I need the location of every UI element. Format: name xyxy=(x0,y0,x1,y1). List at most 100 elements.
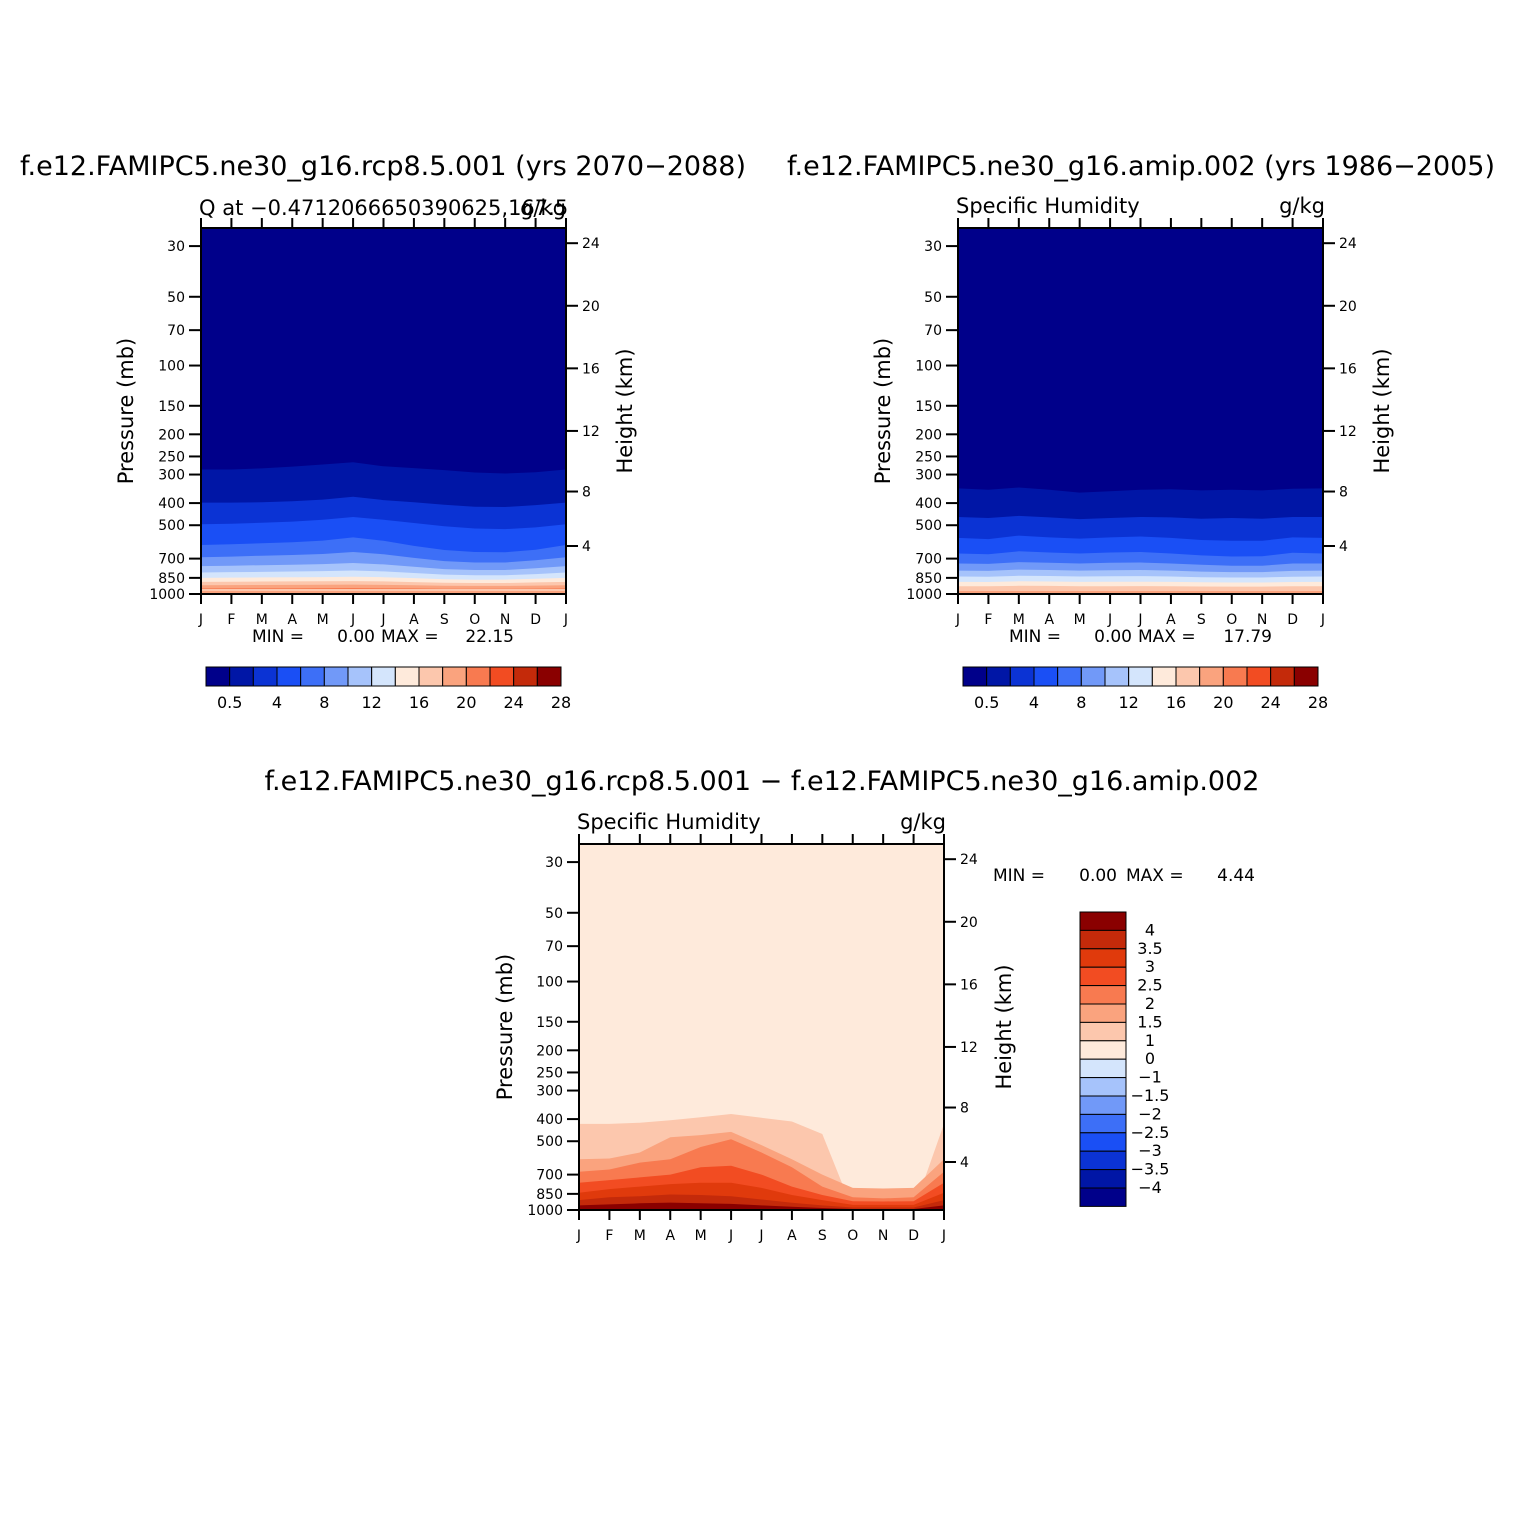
panel-2-pressure-tick-label: 850 xyxy=(915,571,942,587)
panel-3-height-axis-label: Height (km) xyxy=(992,964,1016,1089)
panel-3-max-label: MAX = xyxy=(1126,866,1184,886)
panel-3-month-label: O xyxy=(847,1228,858,1244)
panel-1-pressure-axis-label: Pressure (mb) xyxy=(114,338,138,485)
panel-3-pressure-tick-label: 70 xyxy=(545,939,563,955)
panel-2-pressure-tick-label: 400 xyxy=(915,496,942,512)
panel-1-height-axis-label: Height (km) xyxy=(613,348,637,473)
panel-2-colorbar-label: 0.5 xyxy=(974,693,999,712)
panel-2-surface-band xyxy=(958,591,1323,593)
panel-3-month-label: F xyxy=(605,1228,613,1244)
panel-3-pressure-tick-label: 100 xyxy=(536,975,563,991)
panel-1-month-label: N xyxy=(500,612,510,628)
panel-2-month-label: F xyxy=(984,612,992,628)
panel-2-pressure-tick-label: 300 xyxy=(915,468,942,484)
panel-1-height-tick-label: 20 xyxy=(582,299,600,315)
panel-1-colorbar-box xyxy=(323,666,349,687)
panel-3-height-tick-label: 8 xyxy=(960,1101,969,1117)
panel-3-colorbar-label: −1.5 xyxy=(1131,1086,1170,1105)
panel-1-month-label: M xyxy=(256,612,268,628)
panel-3-units: g/kg xyxy=(900,810,946,834)
panel-2-colorbar-label: 24 xyxy=(1260,693,1280,712)
panel-2-pressure-tick-label: 700 xyxy=(915,552,942,568)
panel-3-pressure-tick-label: 300 xyxy=(536,1084,563,1100)
panel-3-pressure-tick-label: 200 xyxy=(536,1043,563,1059)
panel-3-colorbar-label: 1.5 xyxy=(1137,1012,1162,1031)
panel-3-colorbar-label: 1 xyxy=(1145,1031,1155,1050)
panel-2-colorbar-box xyxy=(1293,666,1319,687)
panel-3-month-label: J xyxy=(576,1228,581,1244)
panel-1-colorbar: 0.5 4 8 12 16 20 24 28 xyxy=(205,666,571,712)
panel-1-min-value: 0.00 xyxy=(337,627,375,647)
panel-2-colorbar-box xyxy=(1104,666,1130,687)
panel-3-pressure-tick-label: 500 xyxy=(536,1134,563,1150)
panel-3-colorbar-box xyxy=(1079,1132,1127,1152)
panel-3-colorbar-box xyxy=(1079,1113,1127,1134)
panel-1-month-label: M xyxy=(317,612,329,628)
panel-2-month-label: J xyxy=(1137,612,1142,628)
panel-2-month-label: A xyxy=(1166,612,1176,628)
panel-2-pressure-tick-label: 30 xyxy=(924,239,942,255)
panel-1-colorbar-box xyxy=(394,666,420,687)
panel-3-left-subtitle: Specific Humidity xyxy=(577,810,761,834)
panel-3-colorbar-label: 2.5 xyxy=(1137,976,1162,995)
panel-1-colorbar-label: 28 xyxy=(551,693,571,712)
panel-3-colorbar-box xyxy=(1079,1150,1127,1171)
panel-3-month-label: J xyxy=(941,1228,946,1244)
panel-3-colorbar-box xyxy=(1079,1169,1127,1189)
panel-1-month-label: J xyxy=(563,612,568,628)
panel-2-colorbar-box xyxy=(986,666,1011,687)
panel-1-colorbar-box xyxy=(347,666,373,687)
panel-1-colorbar-box xyxy=(465,666,491,687)
panel-3-height-tick-label: 4 xyxy=(960,1155,969,1171)
panel-1-height-tick-label: 8 xyxy=(582,485,591,501)
panel-1-colorbar-box xyxy=(442,666,467,687)
panel-2-month-label: J xyxy=(1107,612,1112,628)
panel-3-colorbar-label: −2 xyxy=(1138,1104,1162,1123)
panel-2-pressure-tick-label: 500 xyxy=(915,518,942,534)
panel-2-colorbar-box xyxy=(1246,666,1272,687)
panel-3-month-label: M xyxy=(634,1228,646,1244)
panel-3-colorbar-label: −3 xyxy=(1138,1141,1162,1160)
panel-2-plot-area xyxy=(958,228,1323,594)
panel-3-pressure-tick-label: 700 xyxy=(536,1168,563,1184)
panel-3-pressure-tick-label: 30 xyxy=(545,855,563,871)
panel-1-min-label: MIN = xyxy=(252,627,304,647)
panel-2-colorbar-box xyxy=(1080,666,1106,687)
panel-3-colorbar-label: −1 xyxy=(1138,1068,1162,1087)
panel-1-colorbar-box xyxy=(371,666,396,687)
panel-3-pressure-tick-label: 150 xyxy=(536,1015,563,1031)
panel-2-left-subtitle: Specific Humidity xyxy=(956,194,1140,218)
panel-3-colorbar-box xyxy=(1079,985,1127,1005)
panel-3-plot-area xyxy=(579,844,944,1210)
panel-1-colorbar-label: 0.5 xyxy=(217,693,242,712)
panel-2-pressure-tick-label: 250 xyxy=(915,449,942,465)
panel-1-month-label: D xyxy=(530,612,541,628)
panel-3-max-value: 4.44 xyxy=(1217,866,1255,886)
panel-1-surface-band xyxy=(201,591,566,593)
panel-1-month-label: O xyxy=(469,612,480,628)
panel-2-colorbar-box xyxy=(962,666,988,687)
panel-2: f.e12.FAMIPC5.ne30_g16.amip.002 (yrs 198… xyxy=(787,151,1495,712)
panel-3-colorbar-label: 0 xyxy=(1145,1049,1155,1068)
panel-3-month-label: S xyxy=(818,1228,827,1244)
panel-1-colorbar-box xyxy=(276,666,302,687)
panel-1-pressure-tick-label: 50 xyxy=(167,290,185,306)
panel-3-colorbar-label: 3 xyxy=(1145,957,1155,976)
panel-2-month-label: M xyxy=(1013,612,1025,628)
panel-2-min-value: 0.00 xyxy=(1094,627,1132,647)
panel-2-height-tick-label: 20 xyxy=(1339,299,1357,315)
panel-1-colorbar-box xyxy=(418,666,444,687)
panel-2-month-label: A xyxy=(1044,612,1054,628)
panel-3-colorbar-label: 4 xyxy=(1145,920,1155,939)
panel-3-pressure-tick-label: 400 xyxy=(536,1112,563,1128)
panel-3-month-label: D xyxy=(908,1228,919,1244)
panel-2-pressure-tick-label: 200 xyxy=(915,427,942,443)
panel-2-pressure-tick-label: 150 xyxy=(915,399,942,415)
panel-2-colorbar-box xyxy=(1033,666,1059,687)
panel-3-colorbar-box xyxy=(1079,929,1127,950)
panel-1-colorbar-box xyxy=(513,666,538,687)
panel-1-pressure-tick-label: 30 xyxy=(167,239,185,255)
panel-1-pressure-tick-label: 850 xyxy=(158,571,185,587)
panel-3-colorbar-box xyxy=(1079,1040,1127,1060)
